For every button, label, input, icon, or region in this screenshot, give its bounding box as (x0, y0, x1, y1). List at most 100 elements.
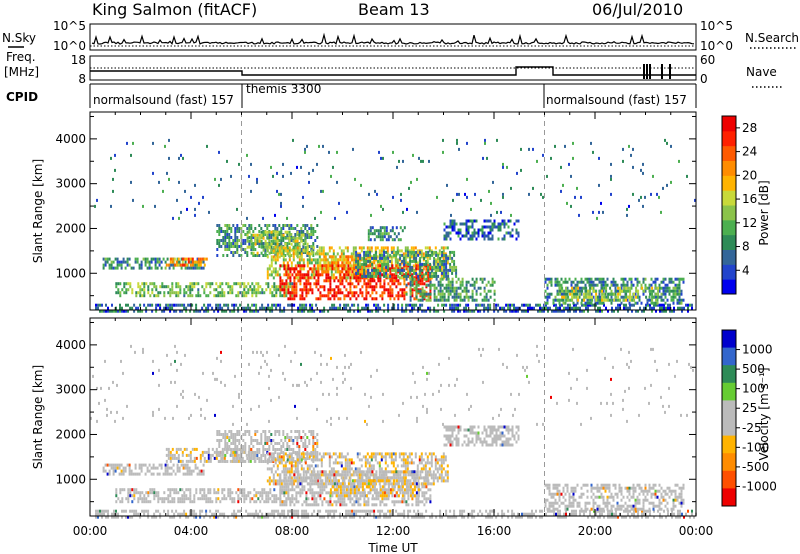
data-cell (359, 273, 362, 277)
data-cell (207, 450, 210, 454)
data-cell (139, 288, 142, 292)
data-cell (180, 210, 182, 214)
data-cell (350, 264, 353, 268)
data-cell (287, 509, 290, 513)
data-cell (587, 289, 590, 293)
data-cell (621, 289, 624, 293)
data-cell (139, 285, 142, 289)
data-cell (304, 233, 307, 236)
data-cell (273, 288, 276, 292)
data-cell (641, 309, 643, 313)
data-cell (329, 276, 332, 280)
data-cell (352, 270, 355, 274)
data-cell (120, 260, 123, 264)
data-cell (275, 303, 278, 307)
data-cell (383, 282, 386, 286)
data-cell (133, 303, 136, 307)
data-cell (355, 276, 358, 280)
data-cell (449, 289, 452, 293)
data-cell (333, 279, 336, 283)
data-cell (664, 286, 667, 290)
data-cell (451, 295, 454, 299)
data-cell (205, 294, 208, 298)
data-cell (457, 277, 460, 281)
data-cell (275, 500, 278, 504)
data-cell (603, 509, 605, 513)
data-cell (381, 297, 384, 301)
data-cell (242, 242, 245, 245)
data-cell (613, 515, 615, 519)
data-cell (401, 512, 404, 516)
data-cell (321, 273, 324, 277)
data-cell (465, 309, 468, 313)
data-cell (127, 500, 130, 504)
data-cell (447, 515, 450, 519)
data-cell (303, 309, 306, 313)
data-cell (681, 306, 683, 310)
data-cell (226, 233, 229, 236)
data-cell (387, 309, 390, 313)
data-cell (177, 282, 180, 286)
data-cell (489, 303, 492, 307)
data-cell (379, 264, 382, 268)
data-cell (248, 239, 251, 243)
data-cell (209, 291, 212, 295)
data-cell (199, 257, 202, 261)
data-cell (153, 497, 156, 501)
data-cell (187, 515, 190, 519)
data-cell (121, 515, 123, 519)
data-cell (211, 282, 214, 286)
data-cell (223, 309, 226, 313)
data-cell (303, 282, 306, 286)
data-cell (389, 259, 392, 263)
data-cell (188, 472, 191, 476)
data-cell (272, 270, 275, 274)
data-cell (129, 285, 132, 289)
data-cell (469, 225, 472, 229)
data-cell (644, 277, 647, 281)
data-cell (427, 306, 430, 310)
data-cell (335, 261, 338, 265)
data-cell (279, 512, 282, 516)
data-cell (367, 253, 370, 257)
data-cell (558, 283, 561, 287)
data-cell (371, 288, 374, 292)
data-cell (221, 497, 224, 501)
data-cell (401, 291, 404, 295)
data-cell (687, 306, 689, 310)
data-cell (218, 451, 221, 454)
data-cell (161, 500, 164, 504)
data-cell (439, 509, 442, 513)
data-cell (315, 282, 318, 286)
data-cell (445, 274, 448, 278)
data-cell (260, 227, 263, 230)
data-cell (353, 261, 356, 265)
data-cell (672, 280, 675, 284)
data-cell (612, 277, 615, 281)
data-cell (389, 288, 392, 292)
data-cell (572, 141, 574, 145)
data-cell (195, 456, 198, 460)
data-cell (287, 273, 290, 277)
data-cell (260, 242, 263, 246)
data-cell (256, 233, 259, 237)
data-cell (570, 283, 573, 287)
data-cell (155, 509, 158, 513)
data-cell (435, 253, 438, 257)
data-cell (143, 303, 146, 307)
data-cell (626, 213, 628, 217)
data-cell (427, 265, 430, 269)
data-cell (570, 280, 573, 284)
data-cell (457, 306, 460, 310)
data-cell (284, 254, 287, 257)
data-cell (373, 512, 376, 516)
data-cell (515, 309, 517, 313)
data-cell (664, 277, 667, 281)
data-cell (327, 515, 330, 519)
data-cell (585, 303, 587, 307)
data-cell (310, 252, 313, 256)
data-cell (339, 276, 342, 280)
data-cell (312, 242, 315, 245)
data-cell (355, 291, 358, 295)
data-cell (118, 463, 121, 467)
